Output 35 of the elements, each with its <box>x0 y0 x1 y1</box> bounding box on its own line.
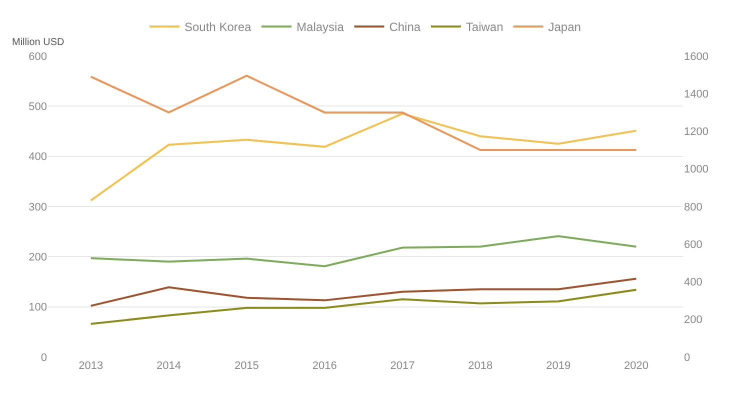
x-tick-label: 2015 <box>234 360 259 372</box>
legend-label: China <box>389 20 421 34</box>
y2-tick-label: 400 <box>684 276 702 289</box>
x-tick-label: 2018 <box>468 360 493 372</box>
y-tick-label: 0 <box>40 352 47 364</box>
y-tick-label: 200 <box>28 252 47 264</box>
x-tick-label: 2013 <box>78 360 104 372</box>
y-tick-label: 300 <box>28 201 47 214</box>
x-tick-label: 2014 <box>156 360 182 372</box>
y-tick-label: 400 <box>28 151 47 164</box>
y2-tick-label: 1600 <box>684 50 708 63</box>
line-series <box>90 112 638 202</box>
line-series <box>90 235 638 268</box>
x-tick-label: 2019 <box>546 360 571 372</box>
y-tick-label: 600 <box>28 50 47 63</box>
line-series <box>90 74 638 152</box>
y2-tick-label: 200 <box>684 314 702 326</box>
y-axis-title: Million USD <box>12 37 64 48</box>
y-tick-label: 500 <box>28 101 47 114</box>
legend-label: Taiwan <box>466 20 504 34</box>
legend-label: Japan <box>548 20 581 34</box>
y2-tick-label: 1000 <box>684 164 708 176</box>
y2-tick-label: 600 <box>684 238 702 251</box>
y2-tick-label: 1400 <box>684 88 708 100</box>
x-tick-label: 2020 <box>624 360 648 372</box>
line-series <box>90 278 638 307</box>
y-tick-label: 100 <box>28 302 47 314</box>
line-series <box>90 288 638 325</box>
y2-tick-label: 0 <box>684 352 690 364</box>
legend-label: Malaysia <box>296 20 344 34</box>
x-tick-label: 2016 <box>312 360 337 372</box>
y2-tick-label: 800 <box>684 201 702 214</box>
y2-tick-label: 1200 <box>684 126 708 138</box>
x-tick-label: 2017 <box>390 360 415 372</box>
legend-label: South Korea <box>184 20 252 34</box>
